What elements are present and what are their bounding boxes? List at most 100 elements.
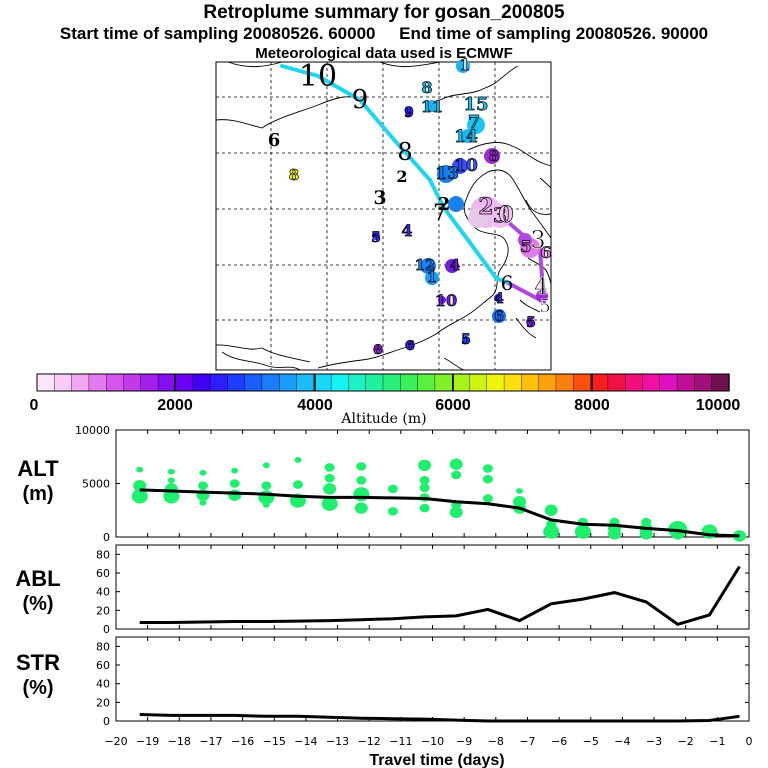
alt-yunit: (m) bbox=[22, 483, 53, 505]
cluster-blob bbox=[492, 309, 506, 323]
x-tick-labels: −20 −19 −18 −17 −16 −15 −14 −13 −12 −11 −10 −9 −8 −7−… bbox=[104, 735, 752, 748]
cluster-label: 10 bbox=[435, 291, 457, 310]
y-tick-label: 60 bbox=[96, 659, 110, 672]
cluster-label: 6 bbox=[268, 130, 281, 151]
alt-point bbox=[451, 470, 462, 480]
cluster-label: 6 bbox=[540, 243, 551, 262]
cluster-blob bbox=[461, 129, 475, 143]
colorbar-cell bbox=[486, 373, 505, 392]
cluster-label: 8 bbox=[489, 147, 499, 165]
x-tick-label: −20 bbox=[104, 735, 127, 748]
alt-point bbox=[167, 468, 175, 475]
trajectory-label: 6 bbox=[501, 271, 514, 295]
alt-point bbox=[387, 507, 398, 516]
alt-point bbox=[544, 504, 558, 516]
alt-point bbox=[323, 483, 337, 495]
alt-panel: ALT (m) 10000 5000 0 bbox=[17, 424, 750, 544]
colorbar-cell bbox=[296, 373, 315, 392]
x-tick-label: −8 bbox=[488, 735, 504, 748]
colorbar-cell bbox=[417, 373, 436, 392]
str-yticks: 80 60 40 20 0 bbox=[96, 640, 749, 728]
y-tick-label: 80 bbox=[96, 548, 110, 561]
cluster-blob bbox=[467, 116, 485, 134]
cluster-blob bbox=[372, 232, 380, 240]
colorbar-tick-label: 6000 bbox=[435, 397, 471, 414]
abl-xticks bbox=[115, 545, 750, 629]
colorbar-cell bbox=[330, 373, 350, 392]
trajectory-label: 3 bbox=[530, 226, 545, 254]
alt-point bbox=[356, 462, 367, 471]
colorbar-cell bbox=[209, 373, 228, 392]
alt-point bbox=[199, 469, 207, 476]
colorbar-cell bbox=[521, 373, 540, 392]
cluster-label: 8 bbox=[373, 343, 382, 358]
cluster-label: 4 bbox=[494, 291, 504, 307]
colorbar-cell bbox=[140, 373, 159, 392]
trajectory-label: 4 bbox=[534, 275, 548, 300]
alt-point bbox=[387, 484, 398, 494]
alt-point bbox=[482, 474, 493, 484]
cluster-blob bbox=[536, 290, 548, 302]
colorbar-cell bbox=[175, 373, 194, 392]
colorbar-cell bbox=[434, 373, 453, 392]
alt-point bbox=[574, 524, 591, 539]
colorbar-label: Altitude (m) bbox=[340, 411, 426, 427]
colorbar-cell bbox=[279, 373, 298, 392]
x-tick-label: −12 bbox=[358, 735, 381, 748]
cluster-blob bbox=[494, 294, 502, 302]
abl-yunit: (%) bbox=[22, 593, 53, 615]
trajectory-path-cyan bbox=[280, 64, 512, 286]
cluster-label: 6 bbox=[494, 309, 504, 325]
alt-mean-line bbox=[139, 488, 740, 538]
str-panel-frame bbox=[115, 636, 750, 722]
alt-point bbox=[321, 496, 338, 511]
cluster-blob bbox=[290, 170, 298, 178]
y-tick-label: 60 bbox=[96, 567, 110, 580]
cluster-label: 2 bbox=[396, 167, 407, 186]
str-xticks bbox=[115, 637, 750, 721]
cluster-label: 3 bbox=[373, 187, 386, 209]
alt-point bbox=[607, 528, 621, 540]
colorbar-tick-label: 10000 bbox=[696, 397, 741, 414]
trajectory-label: 8 bbox=[397, 138, 412, 166]
colorbar-cell bbox=[71, 373, 90, 392]
cluster-blob bbox=[526, 318, 534, 326]
cluster-blob bbox=[438, 296, 446, 304]
cluster-blob bbox=[426, 100, 438, 112]
cluster-blob bbox=[452, 158, 468, 174]
x-tick-label: −14 bbox=[294, 735, 317, 748]
colorbar-cell bbox=[555, 373, 574, 392]
chart-title: Retroplume summary for gosan_200805 bbox=[203, 2, 565, 23]
cluster-blob bbox=[518, 233, 532, 247]
x-tick-label: −9 bbox=[456, 735, 472, 748]
alt-point bbox=[294, 457, 302, 463]
alt-point bbox=[229, 479, 240, 488]
colorbar-ticks: 0 2000 4000 6000 8000 10000 bbox=[30, 374, 741, 414]
cluster-label: 1 bbox=[427, 268, 437, 286]
str-yunit: (%) bbox=[22, 677, 53, 699]
x-tick-label: −15 bbox=[263, 735, 286, 748]
cluster-label: 7 bbox=[468, 112, 481, 133]
y-tick-label: 40 bbox=[96, 586, 110, 599]
colorbar-cell bbox=[590, 373, 609, 392]
sampling-time-range: Start time of sampling 20080526. 60000 E… bbox=[0, 24, 768, 44]
alt-point bbox=[418, 459, 432, 472]
colorbar-cell bbox=[313, 373, 332, 392]
coastlines bbox=[215, 61, 552, 371]
x-tick-label: −1 bbox=[709, 735, 725, 748]
alt-point bbox=[131, 489, 148, 504]
met-data-label: Meteorological data used is ECMWF bbox=[255, 45, 513, 62]
colorbar-cell bbox=[538, 373, 557, 392]
alt-point bbox=[198, 481, 209, 490]
alt-point bbox=[353, 487, 370, 502]
colorbar-cell bbox=[503, 373, 523, 392]
trajectory-label: 10 bbox=[299, 59, 337, 94]
abl-yticks: 80 60 40 20 0 bbox=[96, 548, 749, 636]
cluster-blob bbox=[456, 59, 470, 73]
x-tick-label: −17 bbox=[199, 735, 222, 748]
x-tick-label: −18 bbox=[168, 735, 191, 748]
cluster-label: 13 bbox=[435, 164, 459, 184]
